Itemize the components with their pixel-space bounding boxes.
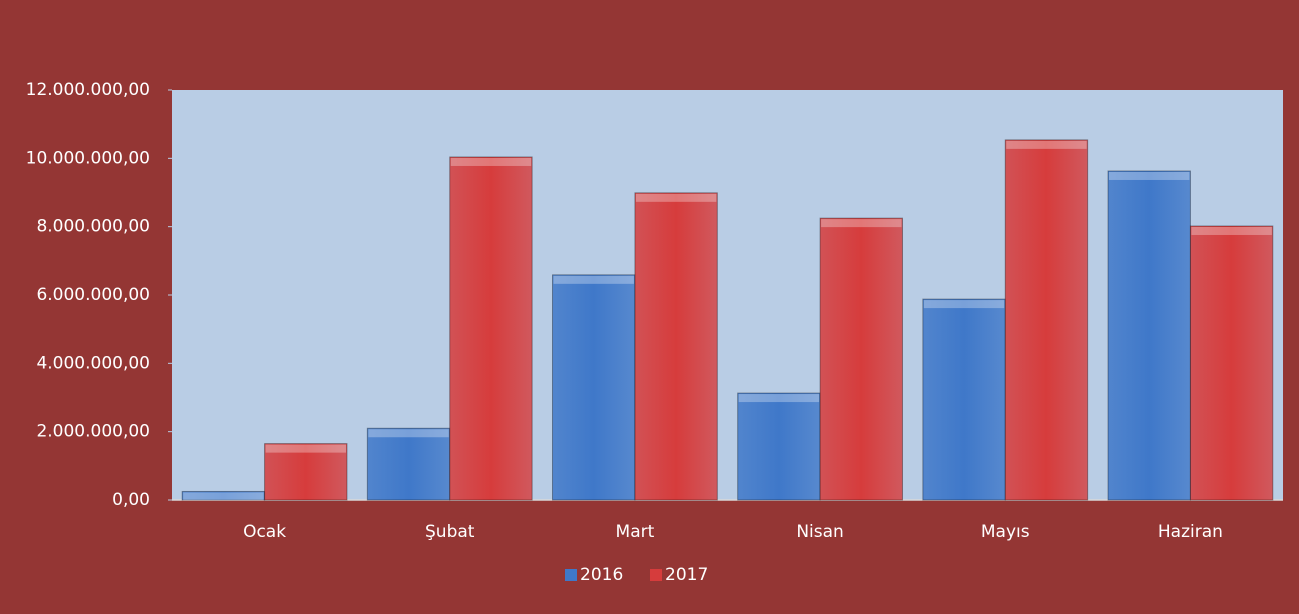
bar (1004, 139, 1089, 501)
bar-bevel (265, 444, 346, 453)
bar-bevel (553, 275, 634, 284)
bar-bevel (183, 492, 264, 501)
legend-swatch (650, 569, 662, 581)
bar (1189, 225, 1274, 501)
bar (922, 298, 1006, 501)
y-tick-label: 0,00 (112, 490, 150, 510)
bar-bevel (1006, 140, 1087, 149)
bar (737, 392, 821, 501)
bar-bevel (450, 157, 532, 166)
x-tick-label: Haziran (1158, 522, 1223, 542)
x-tick-label: Mayıs (981, 522, 1030, 542)
bar (552, 274, 636, 501)
y-tick-label: 2.000.000,00 (36, 422, 150, 442)
bar (264, 443, 348, 501)
plot-area (172, 90, 1283, 500)
bar-bevel (923, 300, 1005, 309)
y-tick-label: 12.000.000,00 (26, 80, 150, 100)
legend-label: 2017 (665, 565, 708, 585)
bar-bevel (1191, 226, 1272, 235)
bar (366, 427, 451, 501)
bar (819, 217, 903, 501)
bar-bevel (738, 394, 820, 403)
y-tick-label: 10.000.000,00 (26, 148, 150, 168)
bar (449, 156, 533, 501)
y-tick-label: 8.000.000,00 (36, 217, 150, 237)
x-tick-label: Nisan (796, 522, 844, 542)
bar (1107, 170, 1191, 501)
y-tick-label: 4.000.000,00 (36, 353, 150, 373)
x-tick-label: Mart (616, 522, 655, 542)
bar (634, 192, 718, 501)
y-tick-label: 6.000.000,00 (36, 285, 150, 305)
bar-bevel (1109, 171, 1190, 180)
legend-swatch (565, 569, 577, 581)
bar-bevel (821, 219, 902, 228)
legend-label: 2016 (580, 565, 623, 585)
x-tick-label: Ocak (243, 522, 286, 542)
bar-bevel (635, 193, 717, 202)
x-tick-label: Şubat (425, 522, 475, 542)
bar-bevel (368, 429, 449, 438)
